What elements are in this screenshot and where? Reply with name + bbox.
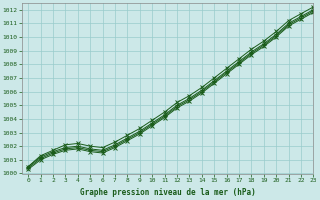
X-axis label: Graphe pression niveau de la mer (hPa): Graphe pression niveau de la mer (hPa) [80, 188, 256, 197]
